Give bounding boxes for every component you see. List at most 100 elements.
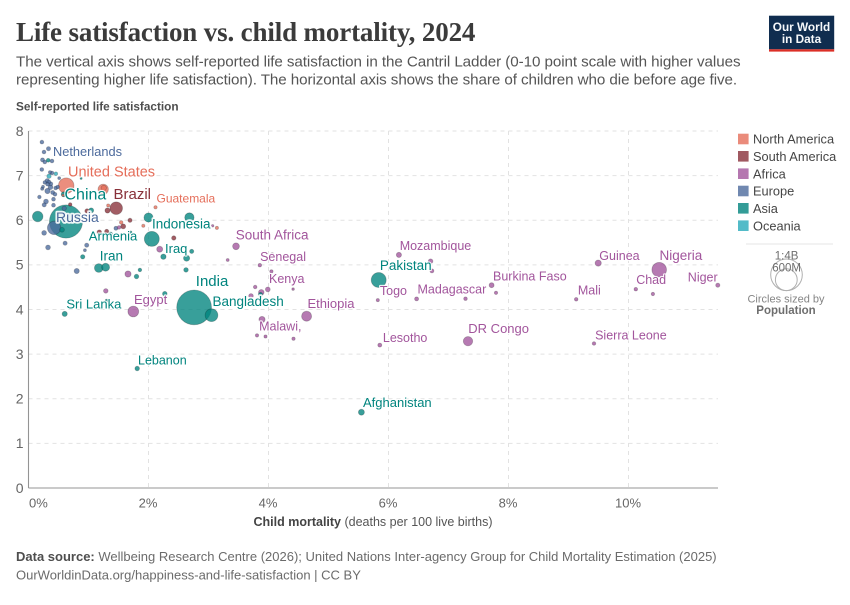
svg-text:Guatemala: Guatemala xyxy=(157,192,216,206)
svg-text:Guinea: Guinea xyxy=(599,249,639,263)
svg-text:Iraq: Iraq xyxy=(165,241,187,256)
svg-text:Data source: Wellbeing Researc: Data source: Wellbeing Research Centre (… xyxy=(16,549,717,564)
svg-text:Senegal: Senegal xyxy=(260,250,306,264)
svg-text:Russia: Russia xyxy=(56,209,99,225)
svg-text:Circles sized by: Circles sized by xyxy=(747,294,825,306)
svg-text:Kenya: Kenya xyxy=(269,272,304,286)
svg-text:Mali: Mali xyxy=(578,283,601,297)
svg-text:4: 4 xyxy=(16,301,24,317)
svg-text:Sri Lanka: Sri Lanka xyxy=(66,296,122,311)
svg-text:Ethiopia: Ethiopia xyxy=(308,296,356,311)
svg-text:North America: North America xyxy=(753,132,835,147)
svg-text:United States: United States xyxy=(68,165,155,181)
svg-text:Armenia: Armenia xyxy=(89,228,138,243)
svg-text:Life satisfaction vs. child mo: Life satisfaction vs. child mortality, 2… xyxy=(16,17,475,47)
svg-text:Nigeria: Nigeria xyxy=(660,248,703,263)
svg-text:Senegal: Senegal xyxy=(260,250,306,264)
svg-text:6%: 6% xyxy=(379,496,398,511)
svg-text:Iraq: Iraq xyxy=(165,241,187,256)
svg-text:Madagascar: Madagascar xyxy=(418,282,487,296)
svg-text:Sri Lanka: Sri Lanka xyxy=(66,296,122,311)
svg-text:Kenya: Kenya xyxy=(269,272,304,286)
svg-text:Burkina Faso: Burkina Faso xyxy=(493,269,567,283)
svg-text:Niger: Niger xyxy=(688,270,718,284)
svg-text:7: 7 xyxy=(16,167,24,183)
svg-text:Armenia: Armenia xyxy=(89,228,138,243)
svg-text:United States: United States xyxy=(68,165,155,181)
svg-text:Brazil: Brazil xyxy=(114,186,152,203)
svg-text:Egypt: Egypt xyxy=(134,292,168,307)
svg-text:0%: 0% xyxy=(29,496,48,511)
svg-text:South America: South America xyxy=(753,149,837,164)
svg-text:Pakistan: Pakistan xyxy=(380,258,432,273)
svg-text:Lesotho: Lesotho xyxy=(383,331,428,345)
svg-text:Afghanistan: Afghanistan xyxy=(363,395,432,410)
svg-text:Oceania: Oceania xyxy=(753,218,802,233)
svg-text:Afghanistan: Afghanistan xyxy=(363,395,432,410)
svg-text:4%: 4% xyxy=(259,496,278,511)
svg-text:Child mortality (deaths per 10: Child mortality (deaths per 100 live bir… xyxy=(254,515,493,529)
svg-text:OurWorldinData.org/happiness-a: OurWorldinData.org/happiness-and-life-sa… xyxy=(16,568,361,583)
svg-text:Malawi,: Malawi, xyxy=(259,319,301,333)
svg-text:Mozambique: Mozambique xyxy=(400,239,472,253)
svg-text:Burkina Faso: Burkina Faso xyxy=(493,269,567,283)
svg-text:Netherlands: Netherlands xyxy=(53,144,122,159)
svg-text:representing higher life satis: representing higher life satisfaction). … xyxy=(16,71,737,88)
svg-text:Lesotho: Lesotho xyxy=(383,331,428,345)
svg-text:Our World: Our World xyxy=(773,20,830,34)
svg-text:2%: 2% xyxy=(139,496,158,511)
svg-text:Brazil: Brazil xyxy=(114,186,152,203)
svg-text:Guinea: Guinea xyxy=(599,249,639,263)
svg-text:India: India xyxy=(196,273,229,290)
svg-text:0: 0 xyxy=(16,480,24,496)
svg-text:Malawi,: Malawi, xyxy=(259,319,301,333)
svg-text:8: 8 xyxy=(16,123,24,139)
svg-text:6: 6 xyxy=(16,212,24,228)
svg-text:China: China xyxy=(65,187,107,204)
svg-text:Egypt: Egypt xyxy=(134,292,168,307)
svg-text:10%: 10% xyxy=(615,496,641,511)
svg-text:Madagascar: Madagascar xyxy=(418,282,487,296)
svg-text:Iran: Iran xyxy=(100,249,123,264)
svg-text:Africa: Africa xyxy=(753,166,787,181)
svg-text:Mozambique: Mozambique xyxy=(400,239,472,253)
svg-text:Togo: Togo xyxy=(380,284,407,298)
svg-text:Bangladesh: Bangladesh xyxy=(213,294,284,309)
svg-text:Russia: Russia xyxy=(56,209,99,225)
svg-text:in Data: in Data xyxy=(782,32,822,46)
svg-text:Indonesia: Indonesia xyxy=(152,217,211,232)
svg-text:Lebanon: Lebanon xyxy=(138,353,187,367)
svg-text:DR Congo: DR Congo xyxy=(468,321,529,336)
svg-text:Bangladesh: Bangladesh xyxy=(213,294,284,309)
svg-text:Nigeria: Nigeria xyxy=(660,248,703,263)
svg-text:Guatemala: Guatemala xyxy=(157,192,216,206)
svg-text:Lebanon: Lebanon xyxy=(138,353,187,367)
svg-text:Sierra Leone: Sierra Leone xyxy=(595,329,667,343)
svg-text:5: 5 xyxy=(16,257,24,273)
svg-text:South Africa: South Africa xyxy=(236,228,309,243)
svg-text:Pakistan: Pakistan xyxy=(380,258,432,273)
svg-text:2: 2 xyxy=(16,391,24,407)
svg-text:Iran: Iran xyxy=(100,249,123,264)
svg-text:China: China xyxy=(65,187,107,204)
svg-text:South Africa: South Africa xyxy=(236,228,309,243)
svg-text:Chad: Chad xyxy=(636,273,666,287)
svg-text:Asia: Asia xyxy=(753,201,779,216)
svg-text:600M: 600M xyxy=(772,263,801,275)
svg-text:Chad: Chad xyxy=(636,273,666,287)
svg-text:Europe: Europe xyxy=(753,184,794,199)
svg-text:Ethiopia: Ethiopia xyxy=(308,296,356,311)
svg-text:Indonesia: Indonesia xyxy=(152,217,211,232)
svg-text:Niger: Niger xyxy=(688,270,718,284)
svg-text:Self-reported life satisfactio: Self-reported life satisfaction xyxy=(16,100,179,114)
svg-text:Netherlands: Netherlands xyxy=(53,144,122,159)
svg-text:The vertical axis shows self-r: The vertical axis shows self-reported li… xyxy=(16,54,741,71)
svg-text:3: 3 xyxy=(16,346,24,362)
svg-text:Population: Population xyxy=(756,305,815,317)
svg-text:India: India xyxy=(196,273,229,290)
svg-text:Mali: Mali xyxy=(578,283,601,297)
svg-text:Togo: Togo xyxy=(380,284,407,298)
svg-text:1: 1 xyxy=(16,435,24,451)
svg-text:Sierra Leone: Sierra Leone xyxy=(595,329,667,343)
svg-text:DR Congo: DR Congo xyxy=(468,321,529,336)
